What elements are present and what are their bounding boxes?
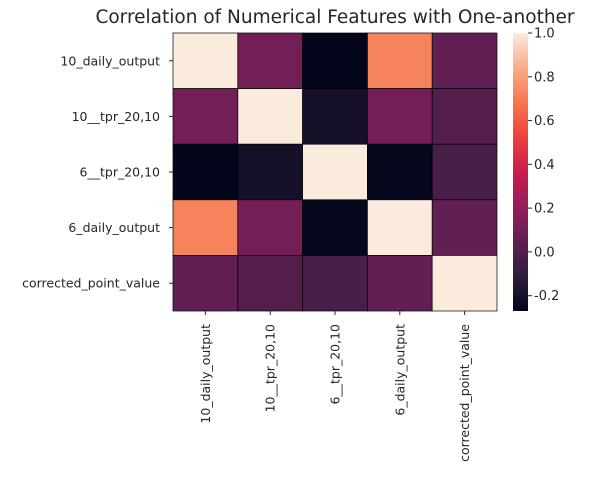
heatmap-cell: [172, 255, 239, 312]
heatmap-cell: [431, 143, 498, 201]
column-label: corrected_point_value: [457, 324, 472, 462]
heatmap-cells: [172, 32, 498, 312]
heatmap-cell: [367, 255, 433, 312]
row-labels: 10_daily_output 10__tpr_20,10 6__tpr_20,10…: [22, 53, 173, 291]
heatmap-cell: [237, 255, 303, 312]
column-labels: 10_daily_output 10__tpr_20,10 6__tpr_20,10…: [198, 311, 472, 462]
heatmap-cell: [431, 199, 498, 256]
heatmap-cell: [302, 255, 368, 312]
heatmap-cell: [172, 88, 239, 145]
colorbar-tick-label: -0.2: [534, 289, 559, 304]
colorbar-tick-label: 0.4: [534, 158, 555, 173]
heatmap-cell: [431, 255, 498, 312]
row-label: corrected_point_value: [22, 276, 160, 291]
heatmap-cell: [302, 199, 368, 256]
chart-title: Correlation of Numerical Features with O…: [95, 7, 574, 28]
column-label: 10_daily_output: [198, 324, 213, 424]
row-label: 6_daily_output: [68, 220, 160, 235]
row-label: 6__tpr_20,10: [80, 165, 161, 180]
heatmap-cell: [367, 88, 433, 145]
heatmap-cell: [237, 143, 303, 201]
heatmap-cell: [302, 88, 368, 145]
column-label: 6_daily_output: [392, 324, 407, 416]
heatmap-cell: [237, 32, 303, 89]
colorbar-tick-label: 0.6: [534, 114, 555, 129]
heatmap-cell: [237, 199, 303, 256]
heatmap-cell: [367, 199, 433, 256]
column-label: 6__tpr_20,10: [328, 324, 343, 405]
colorbar-tick-label: 0.8: [534, 70, 555, 85]
row-label: 10__tpr_20,10: [72, 109, 160, 124]
heatmap-cell: [302, 32, 368, 89]
colorbar-tick-label: 0.0: [534, 245, 555, 260]
heatmap-cell: [431, 88, 498, 145]
colorbar: -0.2 0.0 0.2 0.4 0.6 0.8 1.0: [513, 27, 559, 311]
colorbar-tick-label: 0.2: [534, 202, 555, 217]
colorbar-gradient: [513, 33, 528, 311]
row-label: 10_daily_output: [60, 53, 160, 68]
heatmap-cell: [302, 143, 368, 201]
heatmap-cell: [172, 199, 239, 256]
heatmap-cell: [367, 143, 433, 201]
column-label: 10__tpr_20,10: [263, 324, 278, 412]
heatmap-cell: [431, 32, 498, 89]
heatmap-cell: [367, 32, 433, 89]
heatmap-cell: [172, 143, 239, 201]
heatmap-cell: [172, 32, 239, 89]
colorbar-tick-label: 1.0: [534, 27, 555, 42]
colorbar-ticks: -0.2 0.0 0.2 0.4 0.6 0.8 1.0: [528, 27, 559, 304]
heatmap-cell: [237, 88, 303, 145]
